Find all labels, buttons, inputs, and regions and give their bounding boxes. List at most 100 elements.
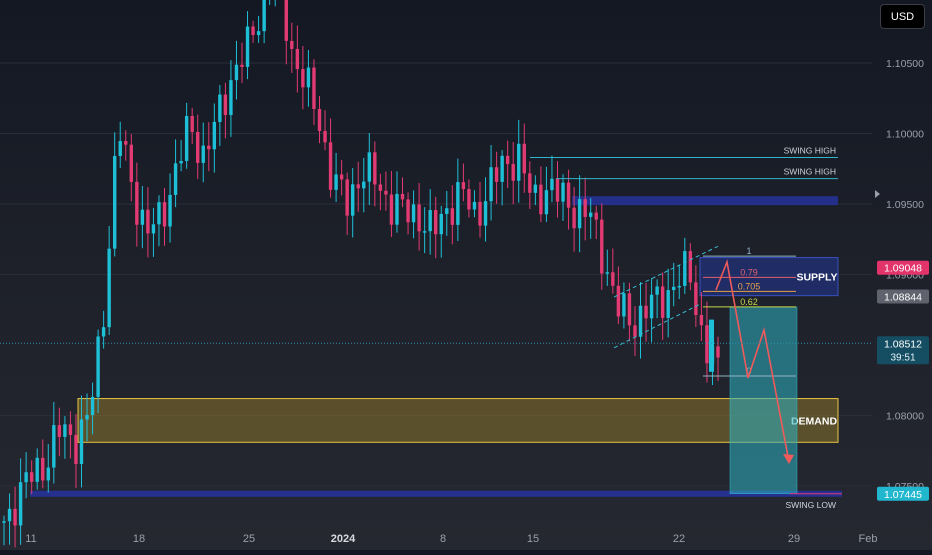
candle-body: [251, 26, 255, 36]
fib-label: 1: [746, 246, 751, 256]
candle-body: [660, 286, 665, 318]
candle-body: [472, 201, 477, 210]
candle-body: [666, 290, 670, 318]
swing-high-label: SWING HIGH: [784, 167, 836, 177]
candle-body: [594, 212, 598, 220]
candle-body: [218, 94, 222, 122]
x-tick-label: 25: [243, 533, 255, 545]
candle-body: [622, 293, 626, 317]
candle-body: [544, 190, 549, 215]
candle-body: [212, 121, 217, 150]
candle-body: [478, 201, 482, 226]
candle-body: [284, 0, 288, 41]
candle-body: [29, 472, 34, 482]
candle-body: [290, 40, 294, 49]
x-tick-label: 11: [25, 533, 36, 545]
candle-body: [63, 424, 67, 437]
candle-body: [400, 193, 405, 200]
price-badge: [877, 336, 929, 365]
candle-body: [600, 219, 604, 274]
candle-body: [445, 208, 449, 214]
candle-body: [577, 199, 582, 229]
candle-body: [328, 142, 333, 190]
price-badge: [877, 289, 929, 304]
candle-body: [716, 346, 720, 358]
x-tick-label: 29: [788, 533, 800, 545]
candle-body: [638, 305, 643, 337]
swing-low-label: SWING LOW: [785, 500, 836, 510]
candle-body: [201, 145, 205, 163]
candle-body: [500, 155, 504, 182]
candle-body: [694, 282, 698, 316]
candle-body: [494, 167, 499, 182]
candle-body: [566, 182, 571, 208]
candle-body: [550, 178, 554, 191]
candle-body: [362, 181, 366, 189]
candle-body: [649, 294, 654, 319]
x-tick-label: 18: [133, 533, 145, 545]
candle-body: [483, 201, 488, 226]
candle-body: [434, 210, 438, 235]
time-axis: 11 18 25 2024 8 15 22 29 Feb: [25, 533, 877, 545]
candle-body: [52, 425, 56, 468]
candle-body: [7, 508, 12, 522]
overlays: SWING HIGH SWING HIGH SWING LOW 1 0.79 0.705 0…: [0, 145, 872, 510]
candles: [2, 0, 720, 548]
currency-button[interactable]: USD: [880, 4, 925, 29]
candle-body: [184, 115, 189, 161]
candle-body: [699, 315, 704, 326]
fib-label: 0.79: [740, 267, 758, 277]
x-tick-label: 2024: [331, 533, 356, 545]
candle-body: [207, 145, 211, 150]
demand-zone-label: DEMAND: [791, 415, 837, 427]
candle-body: [107, 248, 111, 328]
candle-body: [190, 115, 194, 132]
projection-path: [715, 259, 790, 463]
supply-band: [572, 196, 838, 206]
y-tick-label: 1.10500: [886, 58, 924, 70]
candle-body: [461, 182, 466, 190]
candle-body: [301, 69, 305, 88]
fib-label: 0: [746, 366, 751, 376]
x-tick-label: 22: [673, 533, 685, 545]
y-tick-label: 1.09500: [886, 199, 924, 211]
candle-body: [428, 210, 432, 232]
candle-body: [196, 131, 200, 163]
candle-body: [90, 396, 95, 416]
candle-body: [234, 64, 239, 81]
candle-body: [605, 272, 610, 274]
candle-body: [140, 209, 145, 225]
candle-body: [317, 108, 322, 131]
candle-body: [522, 143, 526, 174]
candle-body: [705, 325, 709, 364]
candle-body: [101, 327, 106, 337]
candle-body: [74, 434, 78, 464]
candle-body: [229, 80, 233, 115]
candle-body: [644, 305, 648, 319]
candle-body: [312, 67, 316, 109]
candle-body: [417, 204, 421, 232]
candle-body: [334, 174, 338, 190]
candle-body: [517, 143, 521, 181]
last-candle: [709, 319, 714, 372]
swing-low-band: [30, 490, 842, 497]
x-tick-label: 8: [440, 533, 446, 545]
candle-body: [539, 184, 543, 215]
candle-body: [456, 182, 460, 225]
supply-zone: [699, 257, 839, 297]
candle-body: [350, 184, 355, 216]
candle-body: [439, 213, 443, 235]
candle-body: [533, 184, 538, 193]
candle-body: [561, 182, 565, 202]
candle-body: [395, 193, 399, 225]
candle-body: [323, 130, 327, 143]
x-tick-label: Feb: [859, 533, 878, 545]
candle-body: [2, 521, 6, 523]
candle-body: [373, 152, 377, 185]
candle-body: [162, 202, 167, 227]
candle-body: [157, 202, 161, 225]
candle-body: [367, 152, 372, 182]
candle-body: [572, 207, 576, 229]
